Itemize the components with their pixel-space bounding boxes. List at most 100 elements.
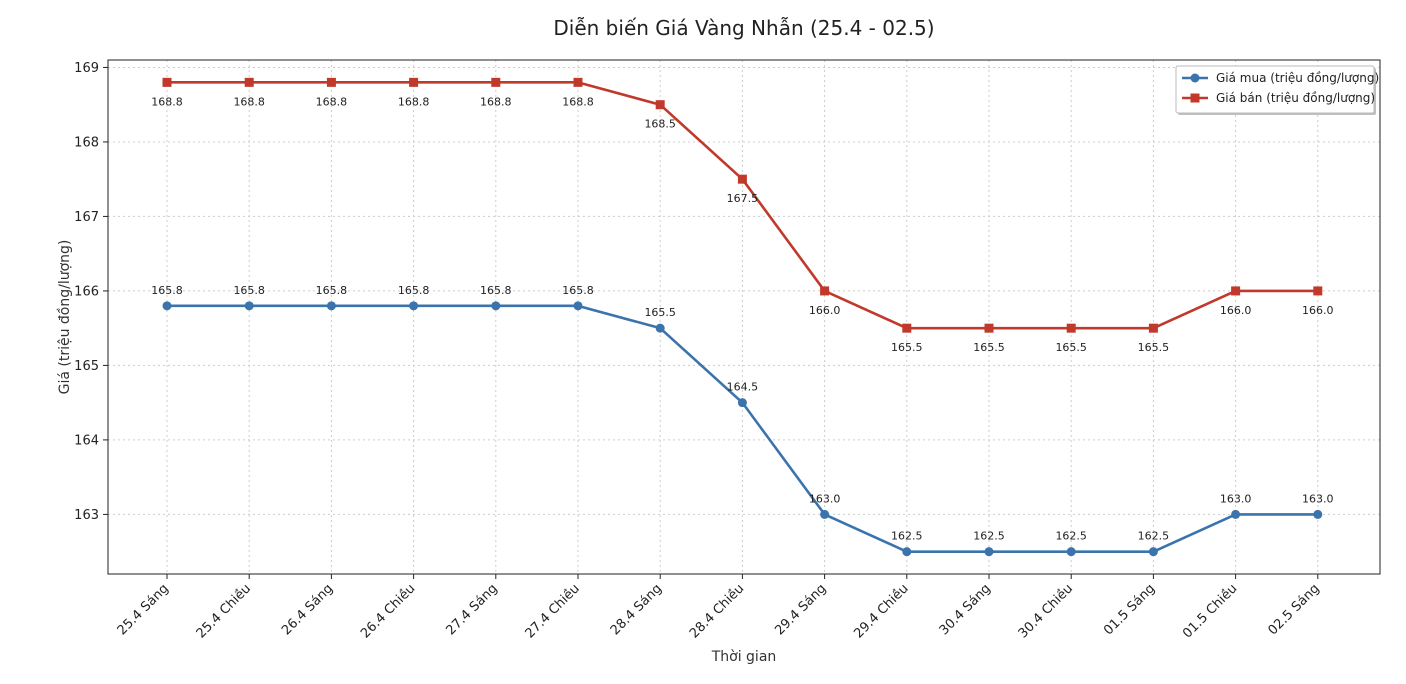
data-label: 168.8 [398, 95, 430, 108]
data-point [1231, 286, 1241, 296]
chart-title: Diễn biến Giá Vàng Nhẫn (25.4 - 02.5) [553, 16, 934, 40]
data-point [1313, 286, 1323, 296]
x-axis: 25.4 Sáng 25.4 Chiều 26.4 Sáng 26.4 Chiều 27… [115, 574, 1323, 642]
data-label: 168.8 [316, 95, 348, 108]
data-point [902, 547, 912, 557]
data-point [491, 77, 501, 87]
y-tick-label: 166 [74, 284, 99, 299]
data-point [655, 100, 665, 110]
x-tick-label: 26.4 Sáng [279, 581, 336, 638]
legend-item-1: Giá mua (triệu đồng/lượng) [1182, 71, 1379, 85]
legend: Giá mua (triệu đồng/lượng) Giá bán (triệu… [1175, 65, 1379, 115]
data-point [244, 301, 254, 311]
data-label: 163.0 [1302, 492, 1334, 505]
x-tick-label: 27.4 Sáng [443, 581, 500, 638]
y-tick-label: 163 [74, 508, 99, 523]
data-point [1066, 323, 1076, 333]
legend-box [1175, 65, 1375, 114]
y-tick-label: 164 [74, 433, 99, 448]
data-label: 165.8 [151, 284, 183, 297]
data-label: 165.8 [562, 284, 594, 297]
data-point [1313, 509, 1323, 519]
grid-lines [108, 60, 1380, 574]
y-tick-label: 168 [74, 135, 99, 150]
data-label: 168.8 [151, 95, 183, 108]
x-tick-label: 29.4 Sáng [772, 581, 829, 638]
y-tick-label: 167 [74, 210, 99, 225]
data-point [1231, 509, 1241, 519]
data-point [409, 301, 419, 311]
data-point [820, 286, 830, 296]
y-tick-label: 169 [74, 61, 99, 76]
data-point [573, 301, 583, 311]
series-2: 168.8 168.8 168.8 168.8 168.8 168.8 168.5 167.5… [151, 77, 1334, 354]
series-group: 165.8 165.8 165.8 165.8 165.8 165.8 165.5 164.5… [151, 77, 1334, 557]
data-label: 162.5 [973, 530, 1005, 543]
data-label: 167.5 [727, 192, 759, 205]
data-label: 162.5 [1138, 530, 1170, 543]
data-point [326, 77, 336, 87]
data-label: 166.0 [809, 304, 841, 317]
x-tick-label: 01.5 Sáng [1101, 581, 1158, 638]
data-point [1066, 547, 1076, 557]
data-label: 165.5 [644, 306, 676, 319]
data-label: 166.0 [1302, 304, 1334, 317]
data-label: 165.5 [1138, 341, 1170, 354]
data-point [737, 398, 747, 408]
data-point [737, 174, 747, 184]
legend-label: Giá bán (triệu đồng/lượng) [1216, 91, 1375, 105]
data-point [162, 301, 172, 311]
x-tick-label: 25.4 Sáng [115, 581, 172, 638]
data-point [984, 323, 994, 333]
legend-marker [1190, 73, 1200, 83]
data-point [573, 77, 583, 87]
data-label: 165.8 [398, 284, 430, 297]
data-label: 162.5 [891, 530, 923, 543]
x-tick-label: 28.4 Chiều [687, 581, 747, 641]
x-tick-label: 25.4 Chiều [194, 581, 254, 641]
series-1: 165.8 165.8 165.8 165.8 165.8 165.8 165.5 164.5… [151, 284, 1334, 557]
x-tick-label: 30.4 Chiều [1016, 581, 1076, 641]
data-label: 165.5 [891, 341, 923, 354]
plot-area-frame [107, 59, 1381, 575]
x-tick-label: 29.4 Chiều [851, 581, 911, 641]
data-point [244, 77, 254, 87]
x-tick-label: 01.5 Chiều [1180, 581, 1240, 641]
x-tick-label: 26.4 Chiều [358, 581, 418, 641]
data-label: 168.5 [644, 118, 676, 131]
x-tick-label: 02.5 Sáng [1265, 581, 1322, 638]
data-label: 165.8 [316, 284, 348, 297]
data-label: 163.0 [1220, 492, 1252, 505]
y-axis-label: Giá (triệu đồng/lượng) [56, 240, 73, 395]
data-point [491, 301, 501, 311]
data-point [162, 77, 172, 87]
data-label: 168.8 [562, 95, 594, 108]
data-point [326, 301, 336, 311]
data-point [1148, 547, 1158, 557]
x-tick-label: 30.4 Sáng [937, 581, 994, 638]
y-tick-label: 165 [74, 359, 99, 374]
legend-label: Giá mua (triệu đồng/lượng) [1216, 71, 1379, 85]
y-axis: 163 164 165 166 167 168 169 [74, 61, 108, 523]
data-point [902, 323, 912, 333]
data-label: 165.8 [233, 284, 265, 297]
data-point [1148, 323, 1158, 333]
x-tick-label: 27.4 Chiều [523, 581, 583, 641]
data-label: 166.0 [1220, 304, 1252, 317]
data-label: 165.8 [480, 284, 512, 297]
data-point [984, 547, 994, 557]
legend-item-2: Giá bán (triệu đồng/lượng) [1182, 91, 1375, 105]
data-point [820, 509, 830, 519]
x-tick-label: 28.4 Sáng [608, 581, 665, 638]
data-label: 164.5 [727, 381, 759, 394]
data-label: 165.5 [973, 341, 1005, 354]
data-label: 168.8 [480, 95, 512, 108]
data-point [655, 323, 665, 333]
data-label: 163.0 [809, 492, 841, 505]
data-label: 165.5 [1055, 341, 1087, 354]
data-point [409, 77, 419, 87]
data-label: 168.8 [233, 95, 265, 108]
data-label: 162.5 [1055, 530, 1087, 543]
legend-marker [1190, 93, 1200, 103]
